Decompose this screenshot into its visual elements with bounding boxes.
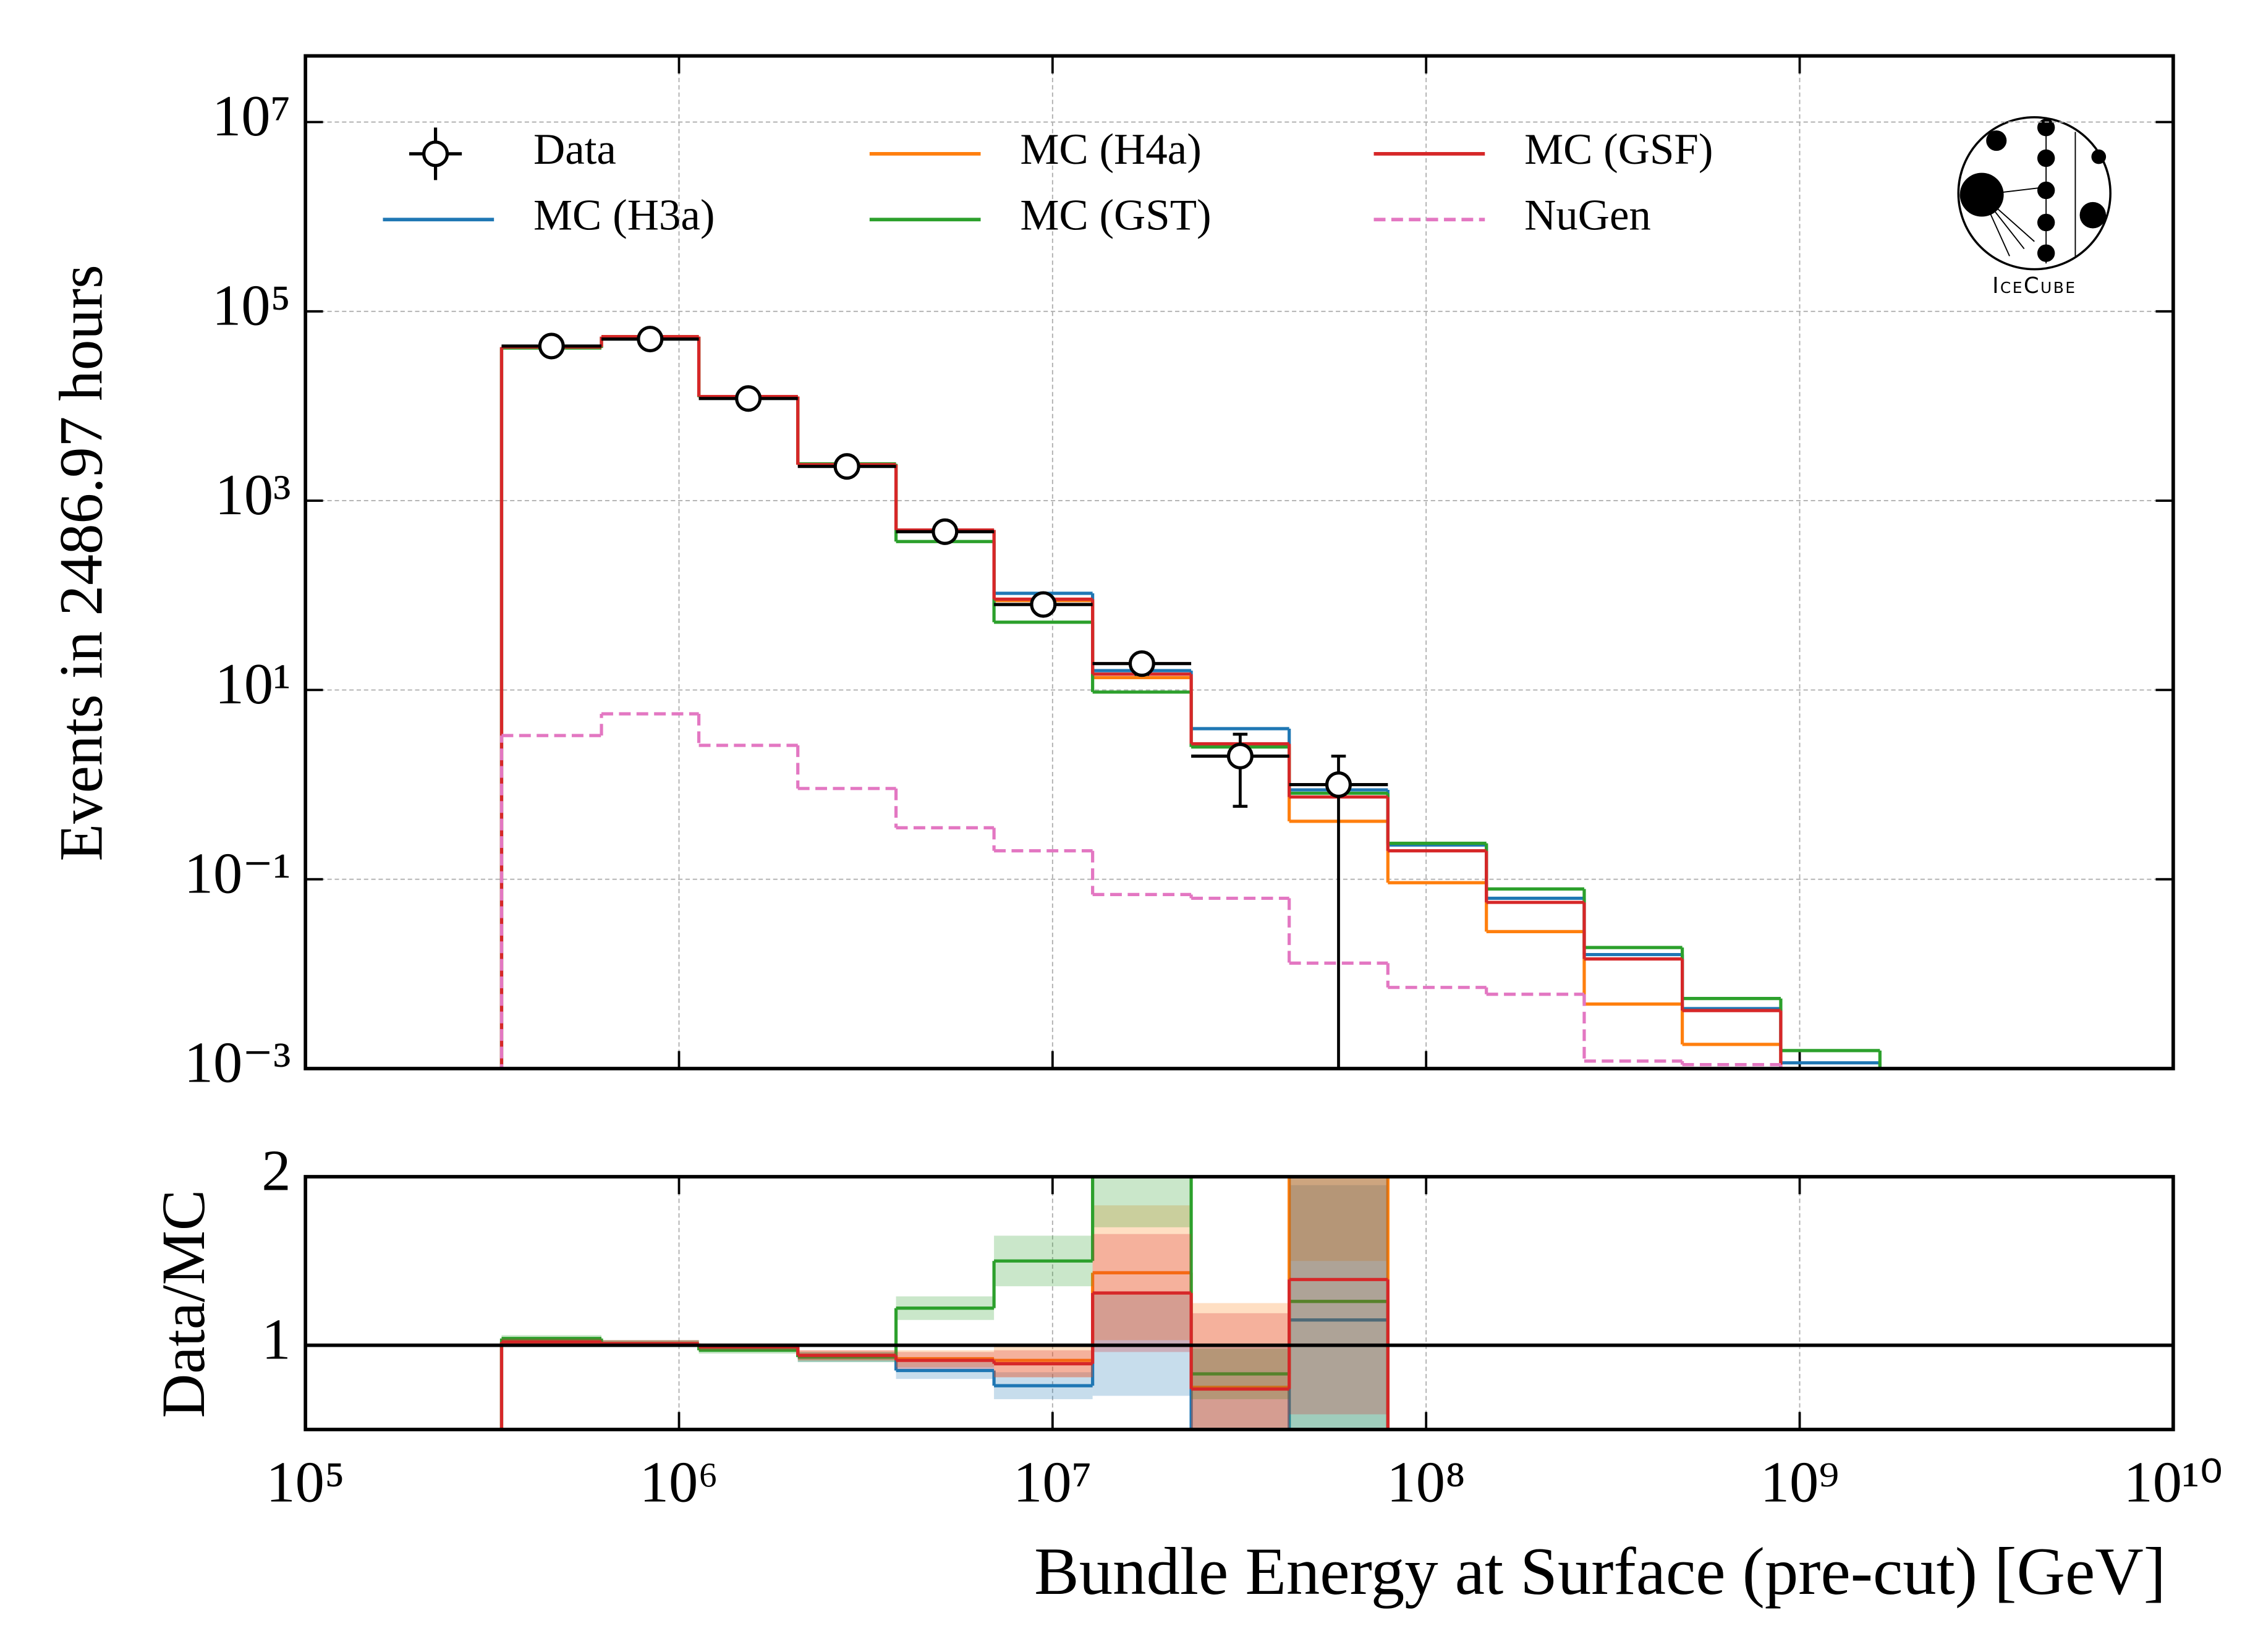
data-point bbox=[637, 326, 664, 353]
x-tick-label: 10⁵ bbox=[266, 1450, 345, 1514]
y-tick-label: 10⁷ bbox=[212, 84, 291, 148]
legend-label: MC (GSF) bbox=[1524, 125, 1713, 174]
data-point bbox=[932, 518, 959, 545]
legend-label: MC (GST) bbox=[1020, 192, 1211, 240]
data-point bbox=[735, 385, 762, 412]
data-point bbox=[833, 453, 860, 480]
plot-area bbox=[499, 326, 1882, 1069]
y-tick-label: 10³ bbox=[215, 463, 291, 527]
uncertainty-band bbox=[1289, 1185, 1388, 1430]
x-tick-label: 10¹⁰ bbox=[2123, 1450, 2223, 1514]
legend-label: Data bbox=[533, 125, 616, 174]
uncertainty-band bbox=[1289, 1176, 1388, 1261]
uncertainty-band bbox=[1289, 1176, 1388, 1430]
legend-marker bbox=[422, 140, 449, 167]
y-tick-label: 10⁵ bbox=[212, 274, 291, 338]
x-tick-label: 10⁹ bbox=[1760, 1450, 1840, 1514]
data-point bbox=[1325, 771, 1352, 798]
uncertainty-band bbox=[1092, 1176, 1192, 1227]
uncertainty-band bbox=[1191, 1303, 1289, 1430]
logo-text: IceCube bbox=[1992, 273, 2076, 299]
x-tick-label: 10⁸ bbox=[1386, 1450, 1466, 1514]
y-axis-label: Events in 2486.97 hours bbox=[48, 265, 116, 861]
legend-label: MC (H4a) bbox=[1020, 125, 1202, 174]
axes-frame bbox=[303, 1175, 2175, 1431]
plot-area bbox=[499, 1176, 1390, 1430]
axes-frame bbox=[303, 54, 2175, 1070]
y-tick-label: 10⁻¹ bbox=[184, 841, 291, 905]
legend-label: MC (H3a) bbox=[533, 192, 715, 240]
y-tick-label: 2 bbox=[261, 1139, 291, 1203]
icecube-logo: IceCube bbox=[1957, 116, 2112, 299]
uncertainty-band bbox=[1191, 1313, 1289, 1430]
data-point bbox=[1226, 742, 1254, 769]
x-tick-label: 10⁶ bbox=[640, 1450, 719, 1514]
x-tick-label: 10⁷ bbox=[1013, 1450, 1092, 1514]
data-point bbox=[538, 333, 565, 360]
y-tick-label: 10¹ bbox=[215, 652, 291, 716]
x-axis-label: Bundle Energy at Surface (pre-cut) [GeV] bbox=[1034, 1534, 2166, 1609]
ratio-y-axis-label: Data/MC bbox=[150, 1190, 218, 1418]
data-point bbox=[1128, 650, 1155, 677]
legend-label: NuGen bbox=[1524, 192, 1651, 240]
y-tick-label: 1 bbox=[261, 1307, 291, 1371]
uncertainty-band bbox=[1289, 1176, 1388, 1415]
data-point bbox=[1030, 591, 1057, 618]
y-tick-label: 10⁻³ bbox=[184, 1031, 291, 1095]
